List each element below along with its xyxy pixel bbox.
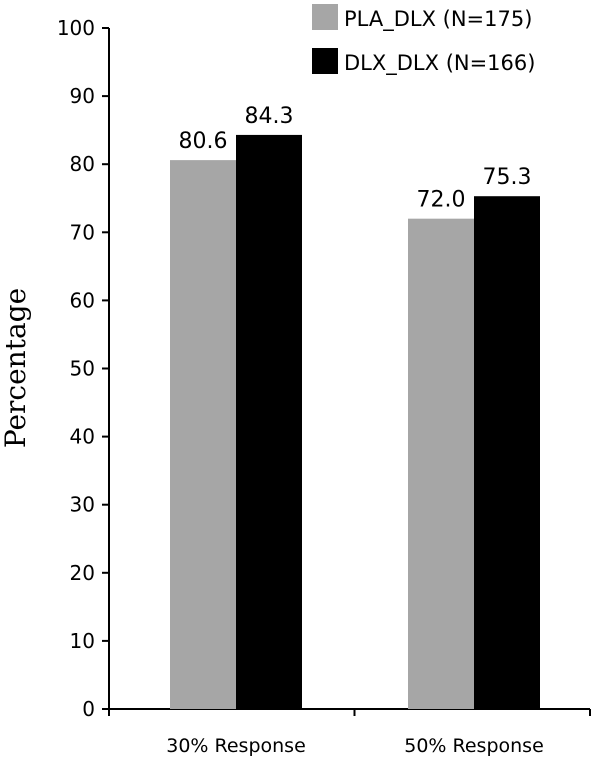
axes: 0 10 20 30 40 50 60 70 80 90 100 30% Response 50% Re… bbox=[57, 16, 591, 757]
y-tick-label: 0 bbox=[82, 697, 95, 721]
y-tick-label: 10 bbox=[70, 629, 95, 653]
data-label: 72.0 bbox=[417, 188, 466, 213]
y-tick-label: 90 bbox=[70, 84, 95, 108]
data-label: 75.3 bbox=[483, 165, 532, 190]
legend-swatch bbox=[312, 4, 338, 30]
bar bbox=[408, 218, 474, 709]
y-tick-label: 40 bbox=[70, 425, 95, 449]
y-axis-title: Percentage bbox=[0, 288, 32, 448]
legend: PLA_DLX (N=175) DLX_DLX (N=166) bbox=[312, 4, 535, 76]
legend-label: PLA_DLX (N=175) bbox=[344, 7, 532, 32]
bar bbox=[474, 196, 540, 709]
y-tick-label: 70 bbox=[70, 220, 95, 244]
y-tick-label: 30 bbox=[70, 493, 95, 517]
bar bbox=[170, 160, 236, 709]
y-tick-label: 80 bbox=[70, 152, 95, 176]
data-label: 80.6 bbox=[179, 129, 228, 154]
bars: 80.6 84.3 72.0 75.3 bbox=[170, 104, 540, 710]
y-tick-label: 20 bbox=[70, 561, 95, 585]
data-label: 84.3 bbox=[245, 104, 294, 129]
legend-label: DLX_DLX (N=166) bbox=[344, 51, 535, 76]
y-tick-label: 100 bbox=[57, 16, 95, 40]
y-tick-label: 60 bbox=[70, 288, 95, 312]
x-category-label: 50% Response bbox=[404, 735, 544, 757]
legend-swatch bbox=[312, 48, 338, 74]
y-tick-label: 50 bbox=[70, 357, 95, 381]
x-category-label: 30% Response bbox=[166, 735, 306, 757]
bar bbox=[236, 134, 302, 710]
